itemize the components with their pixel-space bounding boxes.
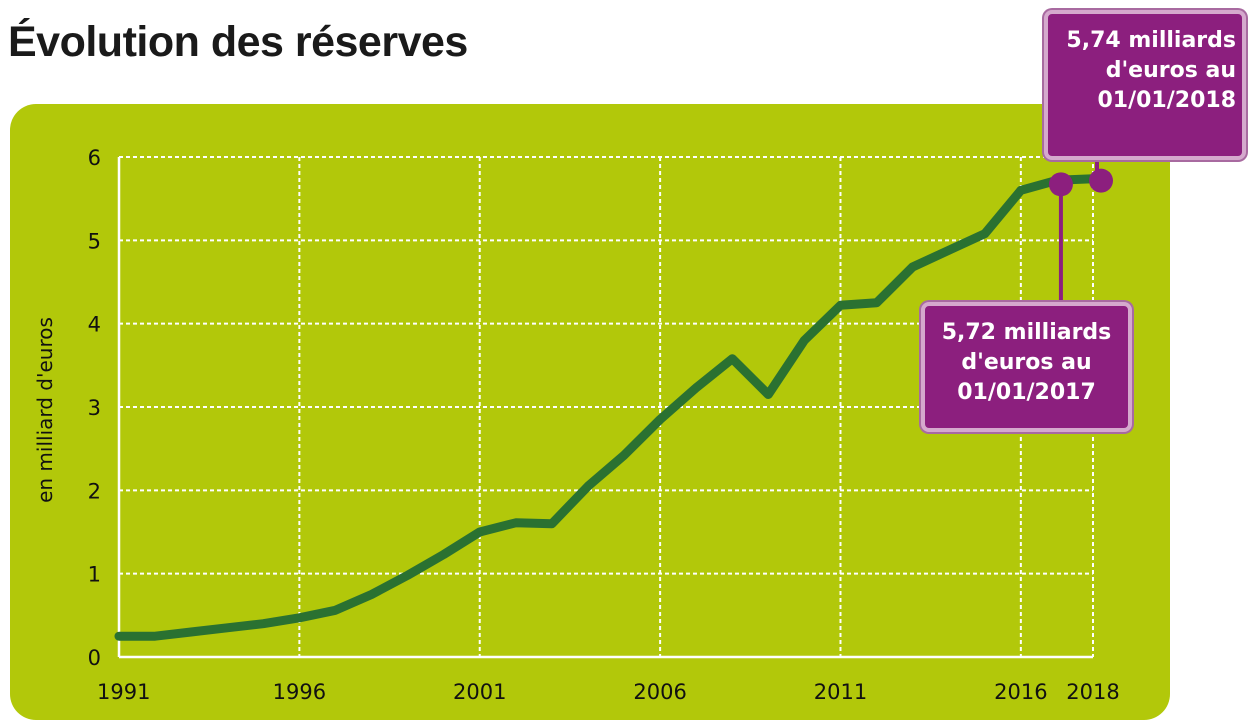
y-tick-4: 4 — [88, 313, 101, 337]
x-tick-2018: 2018 — [1066, 680, 1119, 704]
y-tick-0: 0 — [88, 646, 101, 670]
callout-2017: 5,72 milliards d'euros au 01/01/2017 — [921, 302, 1132, 432]
y-tick-5: 5 — [88, 229, 101, 253]
callout-2017-line-3: 01/01/2017 — [957, 380, 1096, 405]
marker-2018 — [1089, 168, 1113, 193]
callout-2018-line-2: d'euros au — [1105, 58, 1236, 83]
x-tick-2016: 2016 — [994, 680, 1047, 704]
marker-2017 — [1048, 172, 1073, 197]
callout-2017-line-1: 5,72 milliards — [941, 320, 1112, 345]
y-tick-6: 6 — [88, 146, 101, 170]
x-tick-2001: 2001 — [453, 680, 506, 704]
x-tick-1991: 1991 — [97, 680, 150, 704]
x-tick-2006: 2006 — [633, 680, 686, 704]
y-tick-1: 1 — [88, 563, 101, 587]
y-axis-label: en milliard d'euros — [33, 317, 57, 503]
grid — [117, 156, 1094, 659]
series-line — [114, 174, 1098, 641]
callout-2017-line-2: d'euros au — [961, 350, 1092, 375]
chart-title: Évolution des réserves — [8, 18, 468, 66]
callout-2018-line-1: 5,74 milliards — [1066, 28, 1236, 53]
x-tick-1996: 1996 — [273, 680, 326, 704]
callout-2018: 5,74 milliards d'euros au 01/01/2018 — [1044, 10, 1246, 160]
highlight-markers — [1048, 168, 1113, 197]
y-tick-labels: 0 1 2 3 4 5 6 — [88, 146, 101, 670]
callout-2018-line-3: 01/01/2018 — [1097, 88, 1236, 113]
x-tick-2011: 2011 — [814, 680, 867, 704]
y-tick-3: 3 — [88, 396, 101, 420]
y-tick-2: 2 — [88, 479, 101, 503]
x-tick-labels: 1991 1996 2001 2006 2011 2016 2018 — [97, 680, 1120, 704]
